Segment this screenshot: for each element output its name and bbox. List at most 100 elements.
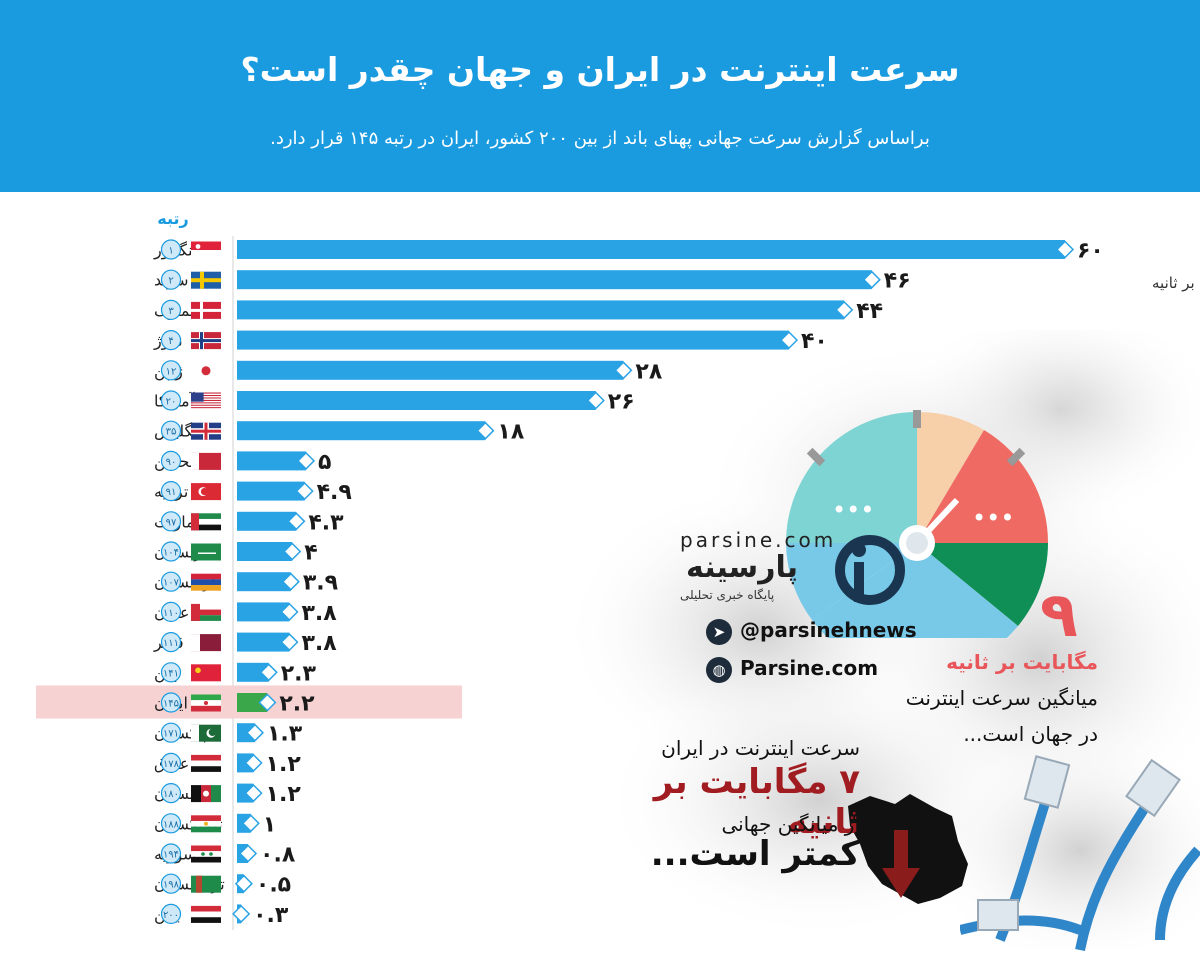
bar-end-marker [244, 753, 263, 772]
bar-end-marker [287, 512, 306, 531]
value-label: ۶۰ [1077, 239, 1104, 264]
rank-badge [160, 692, 182, 713]
rank-badge [160, 813, 182, 834]
china-flag [191, 664, 221, 682]
rank-badge [160, 511, 182, 532]
rank-label: ۱۷۸ [163, 759, 180, 770]
value-label: ۱.۳ [267, 722, 303, 747]
brand-logo-icon [835, 535, 905, 605]
bar [237, 693, 268, 712]
iran-note-line2: ۷ مگابایت بر ثانیه [653, 762, 860, 842]
bar [237, 511, 297, 531]
rank-label: ۹۷ [166, 517, 177, 528]
bar-end-marker [283, 542, 302, 561]
iran-note-line3: از میانگین جهانی [721, 812, 860, 836]
rank-badge [160, 632, 182, 653]
ethernet-cables-icon [960, 755, 1200, 951]
rank-badge [160, 360, 182, 381]
value-label: ۳.۸ [301, 631, 337, 656]
value-label: ۰.۵ [256, 873, 291, 898]
value-label: ۳.۹ [303, 571, 338, 596]
value-label: ۰.۳ [253, 903, 289, 928]
bar [237, 421, 486, 441]
rank-label: ۱۴۵ [163, 699, 179, 710]
world-average-unit: مگابایت بر ثانیه [946, 650, 1098, 674]
rank-badge [160, 722, 182, 743]
sweden-flag [191, 271, 221, 289]
value-label: ۱.۲ [266, 782, 302, 807]
value-label: ۲.۳ [281, 661, 317, 686]
rank-label: ۱۷۱ [163, 729, 179, 740]
rank-badge [160, 330, 182, 351]
bar-end-marker [245, 723, 265, 742]
saudi-flag [191, 543, 221, 561]
brand-url[interactable]: parsine.com [680, 528, 837, 552]
bar-end-marker [614, 361, 633, 380]
value-label: ۳.۸ [301, 601, 337, 626]
bar-end-marker [476, 421, 495, 440]
rank-badge [160, 541, 182, 562]
qatar-flag [191, 634, 221, 652]
bar [237, 572, 291, 592]
header-banner [0, 0, 1200, 192]
unit-label: مگابایت بر ثانیه [1152, 274, 1200, 292]
bar [237, 330, 789, 350]
bar-end-marker [258, 693, 277, 712]
bar-end-marker [241, 814, 260, 833]
page-subtitle: براساس گزارش سرعت جهانی پهنای باند از بی… [270, 128, 930, 149]
iran-map-icon [848, 794, 968, 904]
value-label: ۲۶ [608, 390, 635, 415]
website-contact[interactable]: ◍ Parsine.com [706, 656, 878, 683]
rank-badge [160, 390, 182, 411]
bar-end-marker [1055, 240, 1075, 259]
bar-end-marker [586, 391, 605, 410]
rank-label: ۱۹۸ [163, 880, 180, 891]
value-label: ۲.۲ [279, 692, 315, 717]
value-label: ۴۴ [856, 299, 883, 324]
rank-label: ۱۱۱ [163, 638, 179, 649]
bar [237, 481, 305, 501]
rank-badge [160, 571, 182, 592]
value-label: ۲۸ [635, 359, 662, 384]
bar [237, 240, 1065, 259]
rank-label: ۲۰ [166, 397, 177, 408]
value-label: ۴۶ [884, 269, 911, 294]
uae-flag [191, 513, 221, 531]
bar-end-marker [280, 633, 299, 652]
rank-badge [160, 903, 182, 925]
afghanistan-flag [191, 785, 221, 803]
value-label: ۰.۸ [260, 843, 296, 868]
bar-end-marker [234, 874, 253, 893]
bar [237, 300, 845, 320]
rank-label: ۱ [168, 246, 173, 257]
rank-badge [160, 269, 182, 290]
bar-chart: رتبهسنگاپور۱۶۰سوئد۲۴۶دانمارک۳۴۴نروژ۴۴۰ژا… [36, 209, 1200, 930]
rank-badge [160, 843, 182, 864]
japan-flag [191, 362, 221, 380]
iraq-flag [191, 754, 221, 772]
rank-badge [160, 782, 182, 804]
speedometer-gauge: ••• ••• [786, 410, 1049, 638]
svg-text:•••: ••• [832, 496, 874, 524]
telegram-handle[interactable]: @parsinehnews [740, 618, 917, 642]
yemen-flag [191, 905, 221, 923]
rank-badge [160, 752, 182, 774]
rank-label: ۳۵ [166, 427, 177, 438]
iran-note-line1: سرعت اینترنت در ایران [661, 736, 860, 760]
bar [237, 270, 872, 290]
bar [237, 542, 293, 561]
bar [237, 632, 290, 652]
rank-badge [160, 420, 182, 441]
rank-badge [160, 873, 182, 894]
bar-end-marker [281, 572, 300, 591]
website-link[interactable]: Parsine.com [740, 656, 879, 680]
singapore-flag [191, 241, 221, 259]
rank-label: ۲ [168, 276, 173, 287]
bar-end-marker [232, 904, 251, 923]
telegram-contact[interactable]: ➤ @parsinehnews [706, 618, 917, 645]
svg-text:•••: ••• [972, 504, 1014, 532]
iran-flag [191, 694, 221, 712]
value-label: ۵ [318, 450, 331, 475]
value-label: ۴.۹ [317, 480, 352, 505]
world-average-text-2: در جهان است... [963, 722, 1098, 746]
